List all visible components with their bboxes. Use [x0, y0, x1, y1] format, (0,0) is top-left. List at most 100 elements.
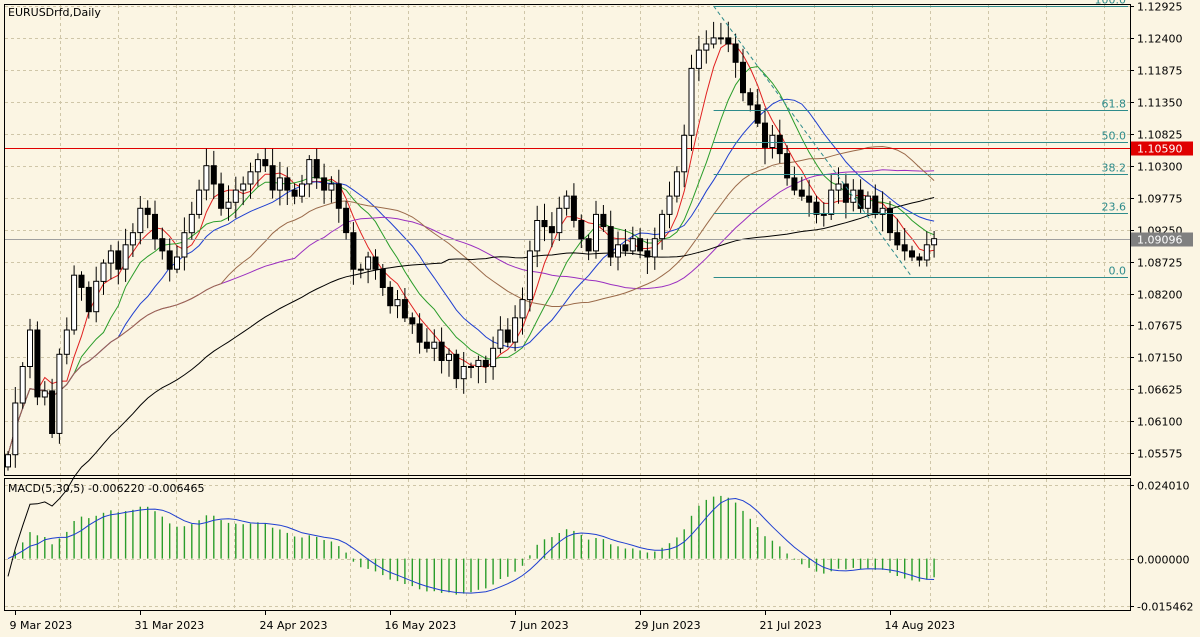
price-tick-label: 1.10825: [1137, 129, 1183, 142]
candle: [820, 202, 827, 227]
candle: [78, 271, 85, 301]
candle: [629, 226, 636, 255]
candle: [107, 244, 114, 280]
candle: [673, 166, 680, 203]
candle: [798, 176, 805, 201]
candle: [850, 179, 857, 212]
candle: [585, 234, 592, 261]
fib-level-label: 38.2: [1102, 162, 1127, 175]
ma-line-16: [7, 98, 935, 455]
candle: [695, 36, 702, 82]
candle: [93, 266, 100, 323]
candle: [541, 203, 548, 242]
macd-grid: [5, 479, 1130, 610]
candle: [181, 217, 188, 271]
candle: [931, 231, 938, 258]
ma-line-30: [7, 145, 935, 455]
fib-level-label: 50.0: [1102, 130, 1127, 143]
candle: [379, 264, 386, 296]
candle: [607, 210, 614, 266]
candle: [762, 108, 768, 165]
candle: [365, 251, 372, 284]
candle: [423, 328, 430, 353]
candle: [409, 312, 416, 334]
candle: [688, 54, 695, 151]
candle: [703, 30, 710, 64]
ma-line-60: [7, 197, 935, 577]
price-tick-label: 1.12400: [1137, 33, 1183, 46]
candle: [776, 119, 783, 163]
resistance-tag: [1131, 141, 1193, 156]
fib-level-label: 61.8: [1102, 98, 1127, 111]
candle: [725, 21, 732, 53]
candle: [372, 249, 379, 280]
candle: [188, 201, 195, 240]
candle: [732, 33, 739, 78]
candle: [754, 88, 761, 127]
candle: [828, 173, 835, 220]
candle: [196, 179, 203, 219]
price-tick-label: 1.09775: [1137, 193, 1183, 206]
candle: [482, 355, 489, 383]
macd-label: MACD(5,30,5) -0.006220 -0.006465: [8, 482, 204, 495]
price-tick-label: 1.06625: [1137, 384, 1183, 397]
candle: [468, 362, 474, 379]
candle: [152, 200, 158, 250]
candle: [5, 451, 11, 471]
candle: [548, 212, 555, 248]
fibonacci-retracement: 100.0 61.8 50.0 38.2 23.6 0.0: [713, 0, 1128, 278]
candle: [19, 362, 26, 409]
candle: [446, 348, 452, 377]
candle: [232, 176, 239, 219]
candle: [923, 231, 930, 267]
candle: [41, 381, 48, 406]
candle: [615, 231, 621, 271]
candle: [460, 352, 467, 394]
candle: [806, 179, 813, 217]
candle: [769, 125, 776, 159]
date-tick-label: 9 Mar 2023: [10, 619, 73, 632]
candle: [534, 205, 541, 268]
macd-signal-line: [7, 497, 935, 594]
candle: [122, 228, 129, 282]
candle: [512, 305, 519, 352]
candle: [240, 176, 247, 206]
candle: [842, 173, 849, 219]
macd-tick-label: -0.015462: [1137, 601, 1193, 614]
candle: [438, 327, 445, 374]
current-price-tag-label: 1.09096: [1137, 234, 1183, 247]
price-axis: 1.12925 1.12400 1.11875 1.11350 1.10825 1.103…: [1130, 1, 1193, 461]
candle: [276, 161, 283, 206]
candle: [313, 148, 320, 189]
macd-pane-border: [4, 478, 1131, 611]
candle: [431, 329, 438, 362]
date-tick-label: 24 Apr 2023: [260, 619, 328, 632]
date-tick-label: 16 May 2023: [385, 619, 457, 632]
candle: [254, 153, 261, 187]
candle: [747, 88, 754, 112]
candle: [864, 191, 871, 217]
candle: [85, 281, 92, 319]
price-tick-label: 1.12925: [1137, 1, 1183, 14]
candle: [100, 259, 107, 295]
fib-level-label: 23.6: [1102, 201, 1127, 214]
candle: [71, 265, 78, 335]
candle: [394, 290, 401, 319]
price-tick-label: 1.10300: [1137, 161, 1183, 174]
candle: [835, 167, 842, 204]
macd-axis: 0.024010 0.000000 -0.015462: [1130, 480, 1193, 614]
candle: [659, 209, 666, 250]
candle: [174, 245, 180, 274]
candle: [622, 229, 629, 257]
date-axis: 9 Mar 2023 31 Mar 2023 24 Apr 2023 16 May 2…: [10, 610, 955, 632]
candle: [416, 313, 423, 354]
macd-tick-label: 0.024010: [1137, 480, 1190, 493]
candle: [321, 163, 328, 204]
candle: [453, 349, 460, 389]
candle: [681, 124, 688, 188]
candle: [247, 162, 254, 199]
candle: [526, 240, 533, 312]
candle: [475, 355, 482, 384]
